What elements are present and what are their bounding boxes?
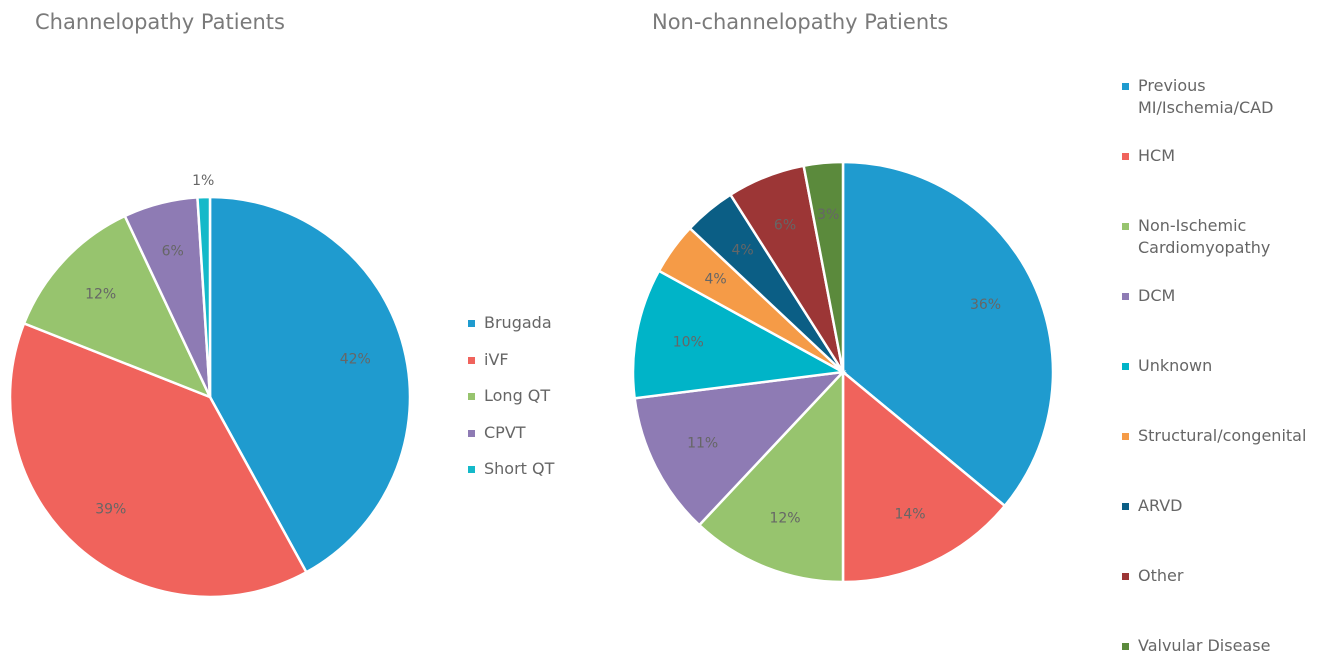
legend-swatch [1122,643,1129,650]
legend-swatch [468,320,475,327]
legend-item: ARVD [1122,495,1332,517]
pie-slice [22,214,213,400]
legend-label: Short QT [484,459,555,478]
legend-label: Other [1138,566,1184,585]
legend-swatch [1122,503,1129,510]
legend-swatch [1122,153,1129,160]
pie-slice [8,321,309,599]
data-label: 11% [687,436,718,452]
legend-swatch [468,393,475,400]
legend-item: Non-Ischemic Cardiomyopathy [1122,215,1332,259]
data-label: 14% [894,507,925,523]
legend-item: Structural/congenital [1122,425,1332,447]
legend-swatch [1122,433,1129,440]
pie-slice [841,369,1007,584]
legend-swatch [1122,573,1129,580]
chart-title: Non-channelopathy Patients [652,10,949,34]
legend-label: Previous MI/Ischemia/CAD [1138,76,1274,117]
data-label: 12% [769,510,800,526]
legend-item: Brugada [468,312,598,334]
legend-label: Long QT [484,386,551,405]
legend-label: DCM [1138,286,1176,305]
data-label: 4% [731,243,753,259]
legend-swatch [468,356,475,364]
legend-label: iVF [484,349,509,369]
data-label: 3% [817,207,839,223]
data-label: 10% [673,334,704,350]
data-label: 36% [970,297,1001,313]
pie-slice [802,160,845,373]
data-label: 6% [774,218,796,234]
legend-swatch [1122,363,1129,370]
data-label: 1% [192,173,214,189]
data-label: 42% [340,352,371,368]
legend-item: DCM [1122,285,1332,307]
legend-item: Short QT [468,458,598,480]
legend-label: Brugada [484,313,552,332]
legend-swatch [468,466,475,473]
legend-swatch [1122,83,1129,90]
chart-title: Channelopathy Patients [35,10,285,34]
data-label: 6% [162,244,184,260]
pie-slice [697,368,845,584]
legend-label: HCM [1138,146,1176,165]
legend-label: ARVD [1138,496,1183,515]
pie-slice [633,370,847,527]
legend-label: Non-Ischemic Cardiomyopathy [1138,216,1271,257]
legend-label: CPVT [484,422,526,442]
legend-item: Previous MI/Ischemia/CAD [1122,75,1332,119]
pie-slice [196,195,212,398]
legend-item: CPVT [468,422,598,444]
pie-slice [208,195,412,574]
legend-item: Unknown [1122,355,1332,377]
legend-item: Other [1122,565,1332,587]
pie-slice [631,269,847,400]
legend-label: Structural/congenital [1138,426,1307,445]
pie-slice [841,160,1055,508]
data-label: 39% [95,502,126,518]
data-label: 12% [85,286,116,302]
data-label: 4% [704,271,726,287]
legend-item: HCM [1122,145,1332,167]
legend-swatch [468,429,475,437]
legend-label: Valvular Disease [1138,636,1271,655]
legend-label: Unknown [1138,356,1213,375]
legend-item: Long QT [468,385,598,407]
legend-swatch [1122,223,1129,230]
legend-item: iVF [468,349,598,371]
legend-swatch [1122,293,1129,300]
legend-item: Valvular Disease [1122,635,1332,657]
